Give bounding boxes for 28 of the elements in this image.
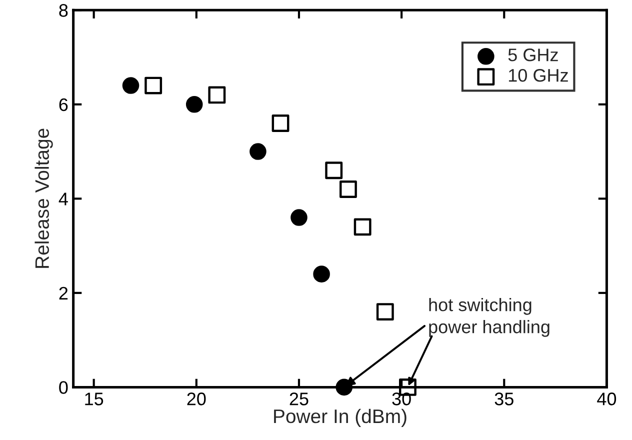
y-tick-label: 8 <box>59 4 68 17</box>
x-tick-label: 15 <box>85 392 104 406</box>
legend-label: 10 GHz <box>508 68 568 82</box>
y-tick-label: 2 <box>59 286 68 300</box>
point <box>336 378 353 396</box>
point <box>313 266 330 282</box>
annotation: hot switching power handling <box>429 298 550 337</box>
point <box>122 77 140 94</box>
legend-label: 5 GHz <box>508 48 558 62</box>
point <box>376 303 394 320</box>
y-axis-title: Release Voltage <box>34 128 53 268</box>
point <box>186 96 203 113</box>
x-tick-label: 25 <box>290 392 308 406</box>
point <box>250 143 266 160</box>
x-tick-label: 20 <box>187 392 206 406</box>
x-tick-label: 35 <box>494 392 514 406</box>
y-tick-label: 0 <box>59 381 68 394</box>
y-tick-label: 6 <box>59 98 68 112</box>
point <box>340 180 357 198</box>
point <box>325 162 343 180</box>
x-tick-label: 40 <box>597 392 616 406</box>
point <box>144 76 162 94</box>
y-tick-label: 4 <box>58 192 68 206</box>
x-axis-title: Power In (dBm) <box>274 408 406 428</box>
point <box>272 114 290 132</box>
point <box>290 209 308 226</box>
point <box>208 86 226 104</box>
point <box>354 218 372 236</box>
